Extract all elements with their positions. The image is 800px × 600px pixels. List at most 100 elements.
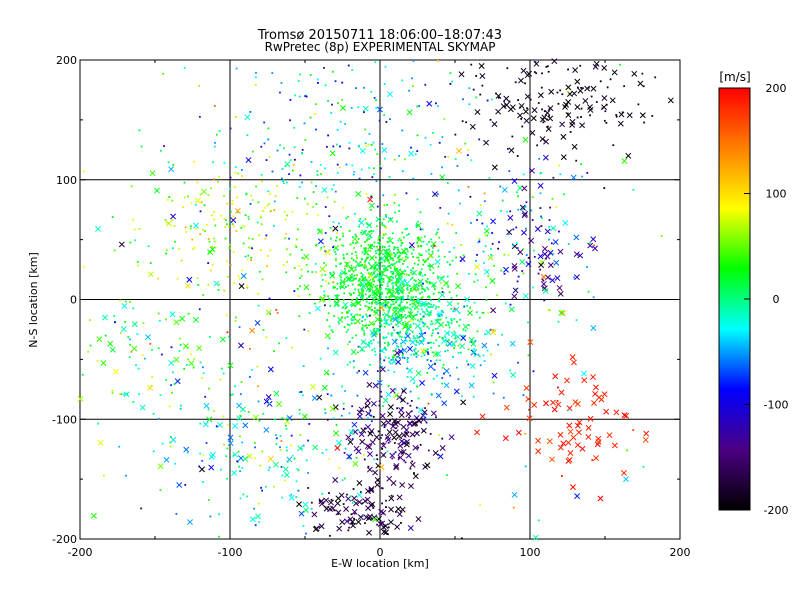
data-point-cross <box>163 456 170 463</box>
data-point-cross <box>524 93 531 100</box>
data-point-dot <box>558 164 561 167</box>
data-point-dot <box>394 310 397 313</box>
data-point-dot <box>293 146 296 149</box>
data-point-dot <box>124 300 127 303</box>
data-point-dot <box>182 206 184 209</box>
data-point-dot <box>225 314 228 317</box>
data-point-dot <box>417 259 420 262</box>
data-point-cross <box>490 218 497 225</box>
data-point-dot <box>415 295 417 298</box>
data-point-dot <box>423 261 426 263</box>
data-point-dot <box>556 400 559 402</box>
data-point-dot <box>389 118 391 121</box>
data-point-dot <box>442 337 444 340</box>
data-point-dot <box>414 337 417 340</box>
data-point-dot <box>370 414 373 417</box>
data-point-dot <box>151 349 153 351</box>
data-point-dot <box>416 334 419 337</box>
data-point-dot <box>423 290 426 292</box>
data-point-dot <box>289 119 291 122</box>
data-point-cross <box>120 326 127 332</box>
data-point-dot <box>324 206 327 208</box>
data-point-dot <box>345 331 348 333</box>
data-point-dot <box>446 321 449 324</box>
data-point-dot <box>432 132 434 134</box>
data-point-dot <box>417 237 419 240</box>
data-point-dot <box>400 275 403 278</box>
data-point-dot <box>623 85 626 88</box>
data-point-dot <box>232 251 235 254</box>
data-point-cross <box>329 150 336 157</box>
data-point-dot <box>364 304 367 307</box>
data-point-dot <box>371 274 373 276</box>
data-point-cross <box>343 506 350 512</box>
data-point-dot <box>259 249 262 251</box>
data-point-dot <box>394 193 396 196</box>
data-point-dot <box>373 280 376 283</box>
data-point-dot <box>557 102 560 105</box>
data-point-dot <box>382 271 384 273</box>
data-point-dot <box>353 274 356 277</box>
data-point-dot <box>324 412 327 414</box>
data-point-dot <box>298 408 301 411</box>
data-point-dot <box>290 493 293 496</box>
data-point-dot <box>382 337 385 340</box>
data-point-dot <box>437 228 440 231</box>
data-point-cross <box>286 456 293 463</box>
data-point-cross <box>340 269 347 276</box>
data-point-dot <box>591 459 594 462</box>
data-point-cross <box>468 337 475 343</box>
data-point-dot <box>404 270 407 272</box>
data-point-dot <box>263 121 266 124</box>
data-point-cross <box>403 431 410 438</box>
data-point-dot <box>436 374 438 377</box>
data-point-dot <box>312 205 314 208</box>
data-point-dot <box>547 115 550 118</box>
data-point-dot <box>332 221 335 224</box>
data-point-cross <box>252 414 259 421</box>
data-point-dot <box>174 240 176 243</box>
data-point-dot <box>383 83 386 85</box>
data-point-dot <box>141 354 144 357</box>
data-point-cross <box>581 377 588 384</box>
data-point-dot <box>380 167 382 170</box>
data-point-dot <box>248 237 250 240</box>
data-point-dot <box>346 493 348 496</box>
data-point-cross <box>367 273 374 279</box>
data-point-cross <box>591 400 597 406</box>
data-point-cross <box>359 346 366 352</box>
data-point-dot <box>429 433 432 435</box>
data-point-cross <box>236 402 243 409</box>
data-point-cross <box>597 495 604 502</box>
data-point-dot <box>354 268 357 271</box>
data-point-dot <box>226 331 229 334</box>
data-point-dot <box>422 288 425 291</box>
data-point-dot <box>415 352 418 355</box>
data-point-dot <box>371 349 374 352</box>
data-point-cross <box>526 70 532 77</box>
data-point-cross <box>459 343 466 350</box>
data-point-dot <box>398 357 401 359</box>
data-point-cross <box>446 300 453 307</box>
data-point-cross <box>350 301 357 308</box>
data-point-dot <box>394 268 396 271</box>
data-point-cross <box>139 404 146 411</box>
data-point-dot <box>214 224 217 227</box>
data-point-dot <box>457 189 460 192</box>
data-point-cross <box>392 316 399 323</box>
data-point-cross <box>396 511 403 518</box>
data-point-cross <box>396 394 403 401</box>
data-point-dot <box>473 280 476 283</box>
data-point-dot <box>427 353 430 355</box>
data-point-dot <box>531 219 534 221</box>
data-point-dot <box>385 215 387 218</box>
data-point-dot <box>351 319 353 322</box>
data-point-cross <box>503 266 509 273</box>
data-point-dot <box>442 363 445 366</box>
data-point-dot <box>430 238 432 241</box>
data-point-dot <box>372 290 374 293</box>
data-point-dot <box>336 143 338 146</box>
data-point-dot <box>297 80 300 83</box>
data-point-dot <box>559 173 562 176</box>
data-point-dot <box>378 241 381 244</box>
